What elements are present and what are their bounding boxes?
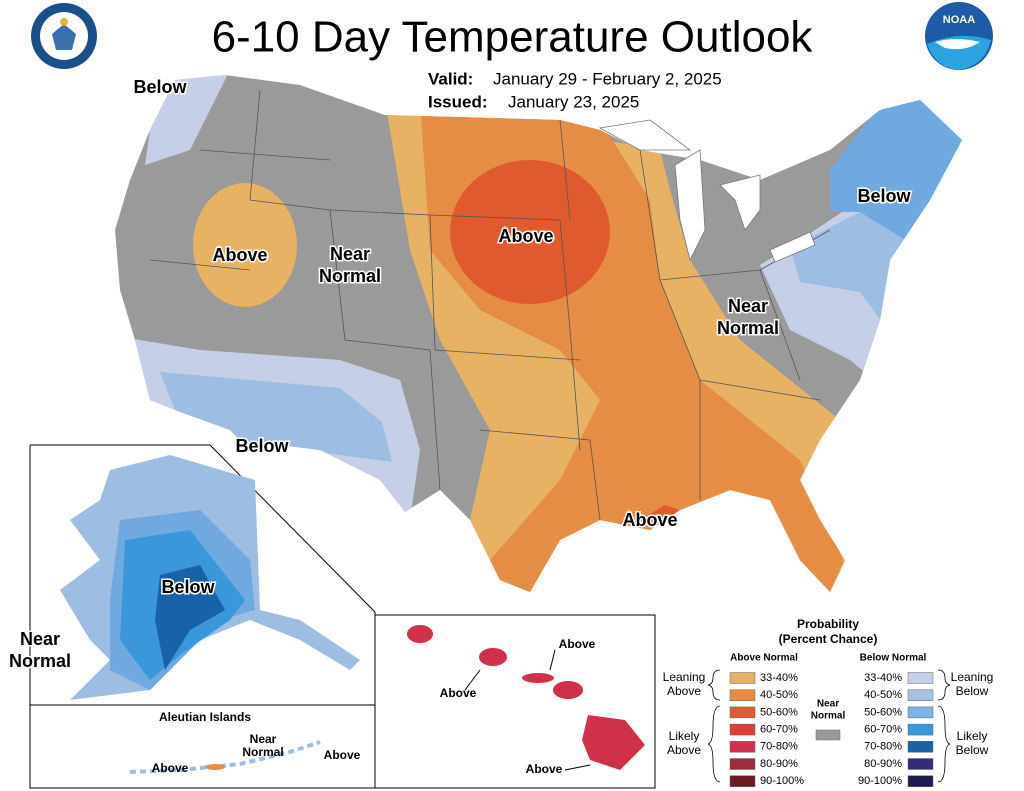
legend-heading: Above Normal: [730, 653, 798, 664]
legend-heading: Below Normal: [860, 653, 927, 664]
map-label: Below: [857, 186, 911, 206]
map-label: Near: [20, 629, 60, 649]
legend-near-normal: Near: [817, 699, 839, 710]
map-label: Above: [152, 761, 189, 775]
map-label: Above: [526, 762, 563, 776]
map-label: Near: [728, 296, 768, 316]
legend-range: 50-60%: [760, 706, 798, 718]
commerce-seal: [31, 3, 97, 69]
legend-swatch: [815, 729, 841, 741]
valid-dates: January 29 - February 2, 2025: [493, 69, 722, 88]
legend-range: 70-80%: [864, 741, 902, 753]
legend-title: Probability: [797, 617, 859, 631]
legend-title: (Percent Chance): [779, 632, 878, 646]
legend-range: 40-50%: [760, 689, 798, 701]
map-label: Near: [330, 244, 370, 264]
legend-swatch: [907, 775, 934, 787]
map-label: Above: [622, 510, 677, 530]
legend-swatch: [907, 672, 934, 684]
legend-group: Likely: [669, 729, 700, 743]
title: 6-10 Day Temperature Outlook: [212, 13, 814, 62]
map-label: Aleutian Islands: [159, 710, 251, 724]
map-label: Normal: [319, 266, 381, 286]
map-label: Normal: [717, 318, 779, 338]
legend-range: 80-90%: [864, 758, 902, 770]
map-label: Above: [559, 637, 596, 651]
map-label: Near: [250, 732, 277, 746]
legend-swatch: [907, 723, 934, 736]
legend-group: Below: [956, 743, 989, 757]
map-label: Above: [440, 686, 477, 700]
map-label: Below: [235, 436, 289, 456]
legend-swatch: [907, 758, 934, 770]
legend-range: 33-40%: [864, 672, 902, 684]
legend-swatch: [729, 672, 756, 684]
legend-range: 80-90%: [760, 758, 798, 770]
legend-swatch: [729, 689, 756, 701]
conus-map: [115, 75, 962, 592]
legend-near-normal: Normal: [811, 711, 846, 722]
noaa-logo: NOAA: [925, 2, 993, 70]
legend-swatch: [729, 723, 756, 736]
legend-group: Above: [667, 743, 701, 757]
map-label: Normal: [9, 651, 71, 671]
legend-range: 60-70%: [760, 724, 798, 736]
legend-range: 40-50%: [864, 689, 902, 701]
issued-date: January 23, 2025: [508, 92, 639, 111]
legend-range: 90-100%: [858, 775, 902, 787]
map-label: Above: [498, 226, 553, 246]
legend-group: Leaning: [663, 670, 706, 684]
legend: Probability(Percent Chance) Above Normal B…: [663, 617, 994, 787]
legend-swatch: [729, 758, 756, 770]
legend-group: Likely: [957, 729, 988, 743]
legend-swatch: [907, 741, 934, 753]
map-label: Above: [324, 748, 361, 762]
legend-swatch: [907, 706, 934, 719]
map-label: Above: [212, 245, 267, 265]
legend-group: Below: [956, 684, 989, 698]
legend-range: 60-70%: [864, 724, 902, 736]
legend-group: Leaning: [951, 670, 994, 684]
valid-label: Valid:: [428, 69, 473, 88]
legend-swatch: [729, 741, 756, 753]
legend-range: 33-40%: [760, 672, 798, 684]
legend-swatch: [907, 689, 934, 701]
legend-swatch: [729, 775, 756, 787]
map-label: Normal: [242, 745, 283, 759]
legend-range: 90-100%: [760, 775, 804, 787]
map-label: Below: [161, 577, 215, 597]
hawaii-inset: [374, 614, 656, 789]
legend-group: Above: [667, 684, 701, 698]
issued-label: Issued:: [428, 92, 488, 111]
map-label: Below: [133, 77, 187, 97]
noaa-text: NOAA: [943, 14, 975, 26]
legend-range: 70-80%: [760, 741, 798, 753]
legend-swatch: [729, 706, 756, 719]
alaska-inset: [29, 444, 376, 706]
legend-range: 50-60%: [864, 706, 902, 718]
